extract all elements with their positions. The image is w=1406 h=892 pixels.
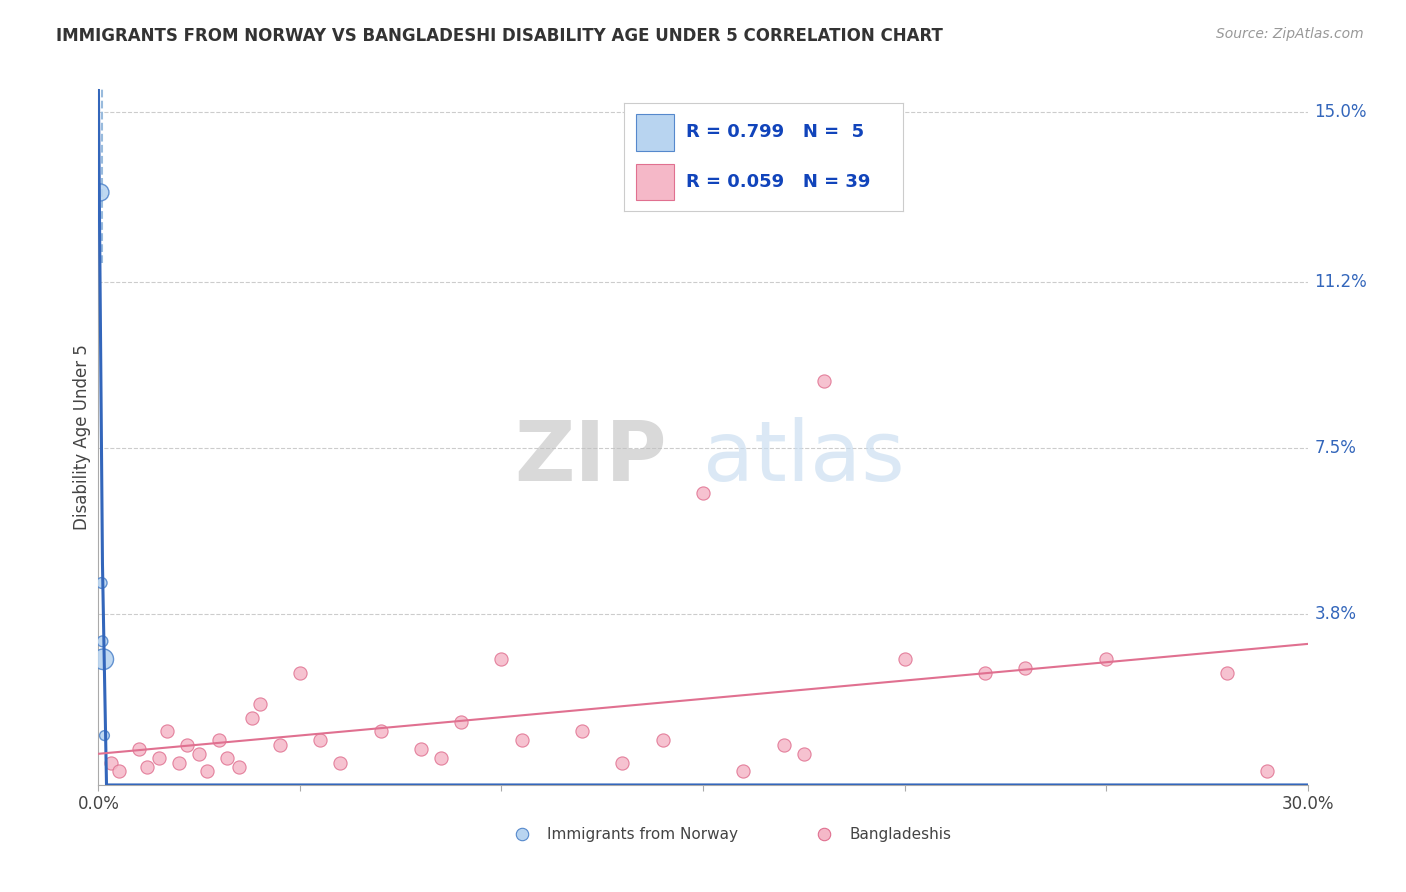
Point xyxy=(1095,652,1118,666)
Point xyxy=(450,715,472,730)
Point xyxy=(571,724,593,739)
Point xyxy=(91,652,114,666)
Point xyxy=(135,760,157,774)
Text: R = 0.799   N =  5: R = 0.799 N = 5 xyxy=(686,123,863,141)
Point xyxy=(167,756,190,770)
Point xyxy=(176,738,198,752)
Text: Immigrants from Norway: Immigrants from Norway xyxy=(547,827,738,841)
Point xyxy=(491,652,513,666)
Text: 3.8%: 3.8% xyxy=(1315,606,1357,624)
Text: Bangladeshis: Bangladeshis xyxy=(849,827,952,841)
Point xyxy=(208,733,231,747)
Point xyxy=(793,747,815,761)
Point xyxy=(612,756,634,770)
Point xyxy=(613,725,636,739)
Point xyxy=(893,652,915,666)
Point xyxy=(409,742,432,756)
Text: atlas: atlas xyxy=(703,417,904,499)
Text: 7.5%: 7.5% xyxy=(1315,439,1357,458)
Point xyxy=(195,764,218,779)
Point xyxy=(813,374,835,388)
Point xyxy=(90,576,112,591)
Point xyxy=(772,738,794,752)
Point xyxy=(430,751,453,765)
Point xyxy=(1256,764,1278,779)
FancyBboxPatch shape xyxy=(636,163,675,200)
Point xyxy=(91,634,114,648)
Point xyxy=(148,751,170,765)
Point xyxy=(1014,661,1036,675)
Text: 11.2%: 11.2% xyxy=(1315,273,1368,291)
Point xyxy=(510,733,533,747)
Point xyxy=(269,738,291,752)
Text: R = 0.059   N = 39: R = 0.059 N = 39 xyxy=(686,173,870,191)
Point xyxy=(288,665,311,680)
Point xyxy=(156,724,179,739)
Point xyxy=(309,733,332,747)
Point xyxy=(1216,665,1239,680)
Point xyxy=(974,665,997,680)
Point xyxy=(228,760,250,774)
Text: Source: ZipAtlas.com: Source: ZipAtlas.com xyxy=(1216,27,1364,41)
Point xyxy=(100,756,122,770)
Point xyxy=(329,756,352,770)
Point xyxy=(370,724,392,739)
Point xyxy=(733,764,755,779)
FancyBboxPatch shape xyxy=(636,114,675,151)
Point xyxy=(93,729,115,743)
Point xyxy=(249,697,271,711)
Point xyxy=(217,751,239,765)
Point xyxy=(915,725,938,739)
Y-axis label: Disability Age Under 5: Disability Age Under 5 xyxy=(73,344,91,530)
Point xyxy=(128,742,150,756)
Point xyxy=(651,733,673,747)
Text: 15.0%: 15.0% xyxy=(1315,103,1367,120)
Point xyxy=(692,486,714,500)
Point xyxy=(240,711,263,725)
Text: IMMIGRANTS FROM NORWAY VS BANGLADESHI DISABILITY AGE UNDER 5 CORRELATION CHART: IMMIGRANTS FROM NORWAY VS BANGLADESHI DI… xyxy=(56,27,943,45)
Point xyxy=(89,186,111,200)
Point xyxy=(188,747,211,761)
Text: ZIP: ZIP xyxy=(515,417,666,499)
Point xyxy=(107,764,129,779)
